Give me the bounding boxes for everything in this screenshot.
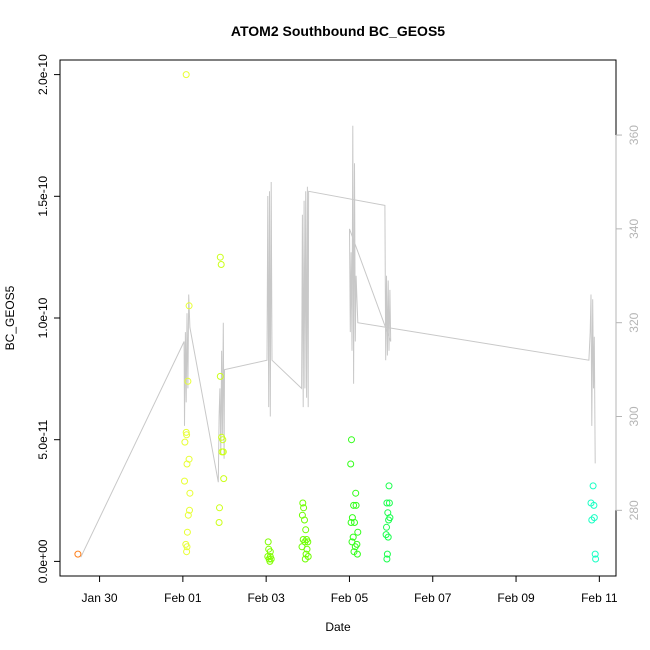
scatter-point [385, 482, 393, 490]
scatter-point [183, 548, 191, 556]
scatter-point [351, 543, 359, 551]
scatter-point [304, 538, 312, 546]
scatter-point [348, 436, 355, 444]
scatter-point [181, 438, 189, 446]
scatter-point [216, 372, 224, 380]
scatter-point [589, 482, 597, 490]
scatter-point [350, 501, 358, 509]
scatter-point [385, 499, 393, 507]
y-tick-label: 5.0e-11 [36, 419, 50, 459]
scatter-point [590, 501, 598, 509]
scatter-point [217, 261, 225, 268]
scatter-point [219, 436, 227, 444]
scatter-point [301, 516, 308, 524]
scatter-point [216, 504, 223, 512]
scatter-point [182, 71, 190, 79]
scatter-point [216, 253, 224, 261]
scatter-point [591, 550, 599, 558]
scatter-point [301, 555, 309, 563]
scatter-point [383, 555, 391, 563]
scatter-point [183, 528, 191, 536]
right-tick-label: 300 [627, 406, 641, 426]
scatter-point [383, 550, 391, 558]
y-tick-label: 2.0e-10 [36, 54, 50, 95]
right-tick-label: 320 [627, 312, 641, 332]
scatter-point [183, 460, 191, 468]
scatter-point [302, 526, 310, 534]
scatter-point [353, 550, 361, 558]
scatter-point [219, 448, 227, 456]
y-axis-right: 280 300 320 340 360 [615, 125, 641, 520]
scatter-point [186, 489, 194, 497]
scatter-point [383, 523, 390, 531]
series-points [74, 71, 600, 565]
right-tick-label: 280 [627, 500, 641, 520]
right-tick-label: 340 [627, 219, 641, 239]
scatter-point [183, 543, 191, 551]
scatter-point [303, 545, 311, 553]
x-tick-label: Feb 07 [414, 591, 452, 605]
scatter-point [385, 516, 393, 524]
x-tick-label: Feb 03 [247, 591, 285, 605]
y-tick-label: 1.5e-10 [36, 176, 50, 217]
scatter-point [347, 519, 355, 526]
scatter-point [347, 460, 355, 468]
scatter-point [266, 553, 274, 560]
right-tick-label: 360 [627, 125, 641, 145]
scatter-point [352, 489, 360, 497]
scatter-point [592, 555, 600, 563]
scatter-point [300, 504, 308, 512]
scatter-point [349, 533, 357, 541]
scatter-point [184, 377, 192, 385]
scatter-point [352, 501, 360, 509]
scatter-point [74, 550, 82, 558]
x-axis: Jan 30 Feb 01 Feb 03 Feb 05 Feb 07 Feb 09 Feb … [82, 575, 618, 605]
y-tick-label: 1.0e-10 [36, 297, 50, 338]
x-tick-label: Feb 11 [581, 591, 618, 605]
scatter-point [181, 477, 188, 485]
line-series-path [80, 125, 596, 558]
x-tick-label: Feb 01 [164, 591, 202, 605]
y-tick-label: 0.0e+00 [36, 539, 50, 583]
x-tick-label: Jan 30 [82, 591, 118, 605]
scatter-point [266, 557, 274, 565]
scatter-point [220, 475, 228, 483]
scatter-point [182, 428, 190, 436]
x-tick-label: Feb 05 [331, 591, 369, 605]
x-axis-label: Date [325, 620, 351, 634]
plot-box [59, 59, 617, 577]
scatter-point [264, 538, 272, 546]
series-line [80, 125, 596, 558]
scatter-point [183, 431, 191, 439]
scatter-point [184, 511, 192, 519]
scatter-point [186, 506, 193, 514]
scatter-point [354, 528, 362, 536]
scatter-point [383, 499, 391, 507]
y-axis-label: BC_GEOS5 [3, 285, 17, 350]
scatter-point [384, 533, 392, 541]
scatter-point [351, 519, 358, 526]
chart-title: ATOM2 Southbound BC_GEOS5 [231, 23, 445, 39]
y-axis-left: 0.0e+00 5.0e-11 1.0e-10 1.5e-10 2.0e-10 [36, 54, 61, 583]
scatter-point [185, 302, 193, 310]
x-tick-label: Feb 09 [497, 591, 535, 605]
scatter-point [588, 516, 596, 524]
scatter-point [215, 519, 223, 526]
scatter-point [299, 499, 307, 507]
